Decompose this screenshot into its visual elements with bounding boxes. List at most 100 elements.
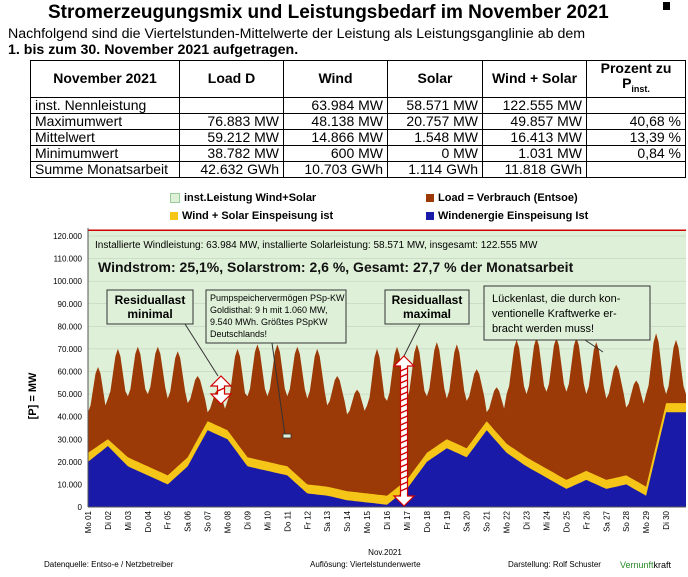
y-tick-label: 100.000: [53, 277, 82, 286]
x-tick-label: Do 11: [283, 510, 292, 531]
table-cell: Minimumwert: [30, 144, 180, 162]
table-cell: 49.857 MW: [482, 112, 587, 130]
table-cell: [586, 96, 686, 114]
brand-b: kraft: [653, 560, 672, 570]
x-tick-label: Sa 20: [463, 510, 472, 531]
legend-wind: Windenergie Einspeisung Ist: [426, 210, 588, 222]
legend-label: Wind + Solar Einspeisung ist: [182, 210, 334, 222]
x-tick-label: Mo 08: [224, 510, 233, 533]
y-tick-label: 110.000: [54, 255, 83, 264]
x-tick-label: Sa 06: [184, 510, 193, 531]
legend-label: Load = Verbrauch (Entsoe): [438, 192, 578, 204]
legend-load: Load = Verbrauch (Entsoe): [426, 192, 578, 204]
intro-line-1: Nachfolgend sind die Viertelstunden-Mitt…: [8, 26, 586, 42]
x-tick-label: So 28: [622, 510, 631, 531]
footer-resolution: Auflösung: Viertelstundenwerte: [310, 560, 421, 569]
legend-swatch: [426, 212, 434, 220]
residual-max-arrow-hatch: [400, 403, 408, 408]
residual-max-arrow-hatch: [400, 487, 408, 492]
y-tick-label: 0: [78, 503, 83, 512]
table-cell: 122.555 MW: [482, 96, 587, 114]
legend-swatch: [426, 194, 434, 202]
table-cell: Maximumwert: [30, 112, 180, 130]
logo-mark: [663, 2, 670, 10]
residual-max-arrow-hatch: [400, 451, 408, 456]
x-tick-label: Di 16: [383, 510, 392, 529]
residual-min-text: minimal: [127, 307, 172, 321]
x-tick-label: Fr 26: [582, 510, 591, 529]
x-tick-label: Mo 29: [642, 510, 651, 533]
table-cell: Mittelwert: [30, 128, 180, 146]
x-axis-title: Nov.2021: [368, 548, 402, 557]
x-tick-label: So 07: [204, 510, 213, 531]
table-cell: [179, 96, 284, 114]
share-text: Windstrom: 25,1%, Solarstrom: 2,6 %, Ges…: [98, 259, 574, 275]
legend-windsolar: Wind + Solar Einspeisung ist: [170, 210, 333, 222]
residual-min-arrow-hatch: [217, 387, 225, 392]
gap-load-text: bracht werden muss!: [492, 323, 594, 335]
residual-max-arrow-shape: [392, 355, 416, 507]
table-header-percent: Prozent zu Pinst.: [586, 60, 686, 98]
residual-max-arrow-hatch: [400, 373, 408, 378]
x-tick-label: Do 25: [562, 510, 571, 532]
installed-capacity-text: Installierte Windleistung: 63.984 MW, in…: [95, 240, 538, 251]
residual-max-arrow-hatch: [400, 481, 408, 486]
footer-brand: Vernunftkraft: [620, 560, 671, 570]
pumped-storage-text: Deutschlands!: [210, 329, 267, 339]
table-cell: 600 MW: [283, 144, 388, 162]
residual-min-pointer: [184, 323, 219, 377]
y-tick-label: 40.000: [58, 413, 83, 422]
table-header: Load D: [179, 60, 284, 98]
table-cell: inst. Nennleistung: [30, 96, 180, 114]
table-cell: 58.571 MW: [387, 96, 483, 114]
residual-min-box: [106, 289, 194, 325]
residual-max-text: maximal: [403, 307, 451, 321]
table-cell: 1.548 MW: [387, 128, 483, 146]
gap-load-box: [483, 285, 651, 341]
residual-max-arrow-hatch: [400, 469, 408, 474]
pumped-storage-text: 9.540 MWh. Größtes PSpKW: [210, 317, 328, 327]
residual-max-arrow-hatch: [400, 463, 408, 468]
table-cell: 0,84 %: [586, 144, 686, 162]
x-tick-label: Do 18: [423, 510, 432, 532]
gap-load-text: Lückenlast, die durch kon-: [492, 293, 621, 305]
residual-max-pointer: [403, 323, 421, 357]
legend-swatch: [170, 193, 180, 203]
residual-max-arrow-hatch: [400, 475, 408, 480]
brand-a: Vernunft: [620, 560, 654, 570]
table-cell: [586, 160, 686, 178]
x-tick-label: Mi 03: [124, 510, 133, 530]
table-header-sub: inst.: [631, 83, 650, 94]
y-tick-label: 80.000: [58, 322, 83, 331]
legend-installed: inst.Leistung Wind+Solar: [170, 192, 316, 204]
legend-label: Windenergie Einspeisung Ist: [438, 210, 589, 222]
y-tick-label: 120.000: [53, 232, 82, 241]
table-cell: Summe Monatsarbeit: [30, 160, 180, 178]
y-tick-label: 30.000: [58, 435, 83, 444]
table-header: Wind + Solar: [482, 60, 587, 98]
table-header: November 2021: [30, 60, 180, 98]
gap-load-pointer: [584, 339, 604, 353]
x-tick-label: Mi 24: [542, 510, 551, 530]
x-tick-label: Di 23: [523, 510, 532, 529]
summary-table: November 2021 Load D Wind Solar Wind + S…: [30, 60, 686, 178]
residual-max-arrow-hatch: [400, 367, 408, 372]
table-cell: 10.703 GWh: [283, 160, 388, 178]
table-cell: 11.818 GWh: [482, 160, 587, 178]
x-tick-label: Di 09: [243, 510, 252, 529]
y-tick-label: 20.000: [58, 458, 83, 467]
gap-load-text: ventionelle Kraftwerke er-: [492, 308, 617, 320]
table-header: P: [622, 75, 632, 91]
table-cell: 13,39 %: [586, 128, 686, 146]
table-cell: 1.031 MW: [482, 144, 587, 162]
table-row: Summe Monatsarbeit 42.632 GWh 10.703 GWh 1.…: [30, 160, 686, 178]
y-tick-label: 70.000: [58, 345, 83, 354]
pumped-storage-box: [205, 289, 347, 344]
residual-max-arrow-hatch: [400, 385, 408, 390]
residual-max-arrow-hatch: [400, 439, 408, 444]
intro-text: Nachfolgend sind die Viertelstunden-Mitt…: [8, 26, 648, 58]
y-axis-title: [P] = MW: [27, 372, 39, 419]
table-cell: 14.866 MW: [283, 128, 388, 146]
table-cell: 38.782 MW: [179, 144, 284, 162]
residual-max-arrow-hatch: [400, 457, 408, 462]
